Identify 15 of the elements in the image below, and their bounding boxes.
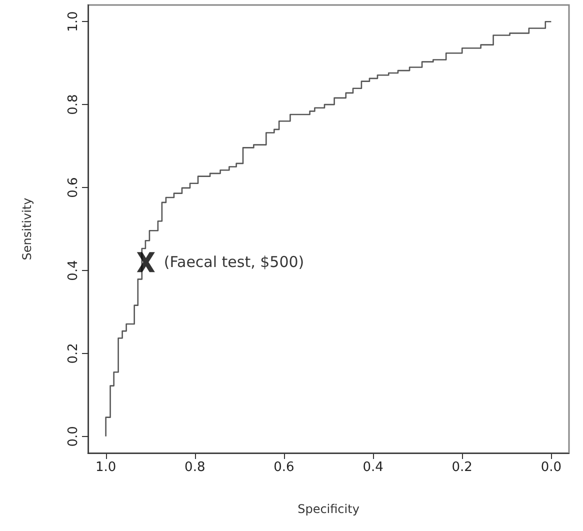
y-tick-label: 1.0	[66, 11, 81, 32]
x-tick-label: 0.6	[274, 460, 294, 475]
y-tick-label: 0.2	[66, 343, 81, 364]
x-tick-label: 0.0	[540, 460, 562, 475]
x-tick-label: 1.0	[95, 460, 116, 475]
y-tick-label: 0.6	[66, 177, 81, 198]
y-tick-label: 0.4	[66, 260, 81, 281]
x-tick-label: 0.4	[362, 460, 384, 475]
x-tick-label: 0.8	[184, 460, 206, 475]
y-tick-label: 0.8	[66, 94, 81, 115]
y-tick-label: 0.0	[66, 426, 81, 447]
x-axis-title: Specificity	[298, 502, 360, 516]
x-tick-label: 0.2	[452, 460, 472, 475]
annotation: (Faecal test, $500)	[164, 253, 304, 272]
y-axis-title: Sensitivity	[20, 198, 34, 260]
